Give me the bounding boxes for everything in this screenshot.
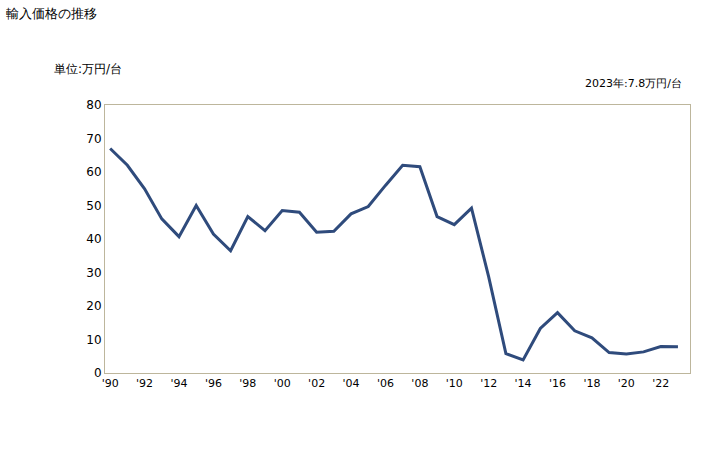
- svg-text:'94: '94: [170, 377, 187, 390]
- svg-text:'96: '96: [205, 377, 222, 390]
- svg-text:30: 30: [86, 266, 101, 280]
- svg-text:'98: '98: [239, 377, 256, 390]
- svg-text:40: 40: [86, 232, 101, 246]
- svg-text:'02: '02: [308, 377, 325, 390]
- svg-text:'14: '14: [515, 377, 532, 390]
- svg-text:'92: '92: [136, 377, 153, 390]
- svg-text:単位:万円/台: 単位:万円/台: [54, 62, 122, 76]
- svg-text:10: 10: [86, 333, 101, 347]
- svg-text:0: 0: [94, 366, 102, 380]
- svg-text:50: 50: [86, 199, 101, 213]
- svg-text:輸入価格の推移: 輸入価格の推移: [6, 6, 97, 21]
- svg-text:20: 20: [86, 299, 101, 313]
- svg-text:2023年:7.8万円/台: 2023年:7.8万円/台: [585, 77, 682, 90]
- svg-text:80: 80: [86, 98, 101, 112]
- svg-text:'10: '10: [446, 377, 463, 390]
- svg-text:'00: '00: [274, 377, 291, 390]
- svg-text:'04: '04: [343, 377, 360, 390]
- svg-text:'18: '18: [583, 377, 600, 390]
- svg-text:'90: '90: [102, 377, 119, 390]
- svg-text:'22: '22: [652, 377, 669, 390]
- svg-text:'08: '08: [411, 377, 428, 390]
- svg-text:60: 60: [86, 165, 101, 179]
- svg-text:'20: '20: [618, 377, 635, 390]
- svg-text:'06: '06: [377, 377, 394, 390]
- svg-text:'16: '16: [549, 377, 566, 390]
- svg-text:70: 70: [86, 132, 101, 146]
- svg-text:'12: '12: [480, 377, 497, 390]
